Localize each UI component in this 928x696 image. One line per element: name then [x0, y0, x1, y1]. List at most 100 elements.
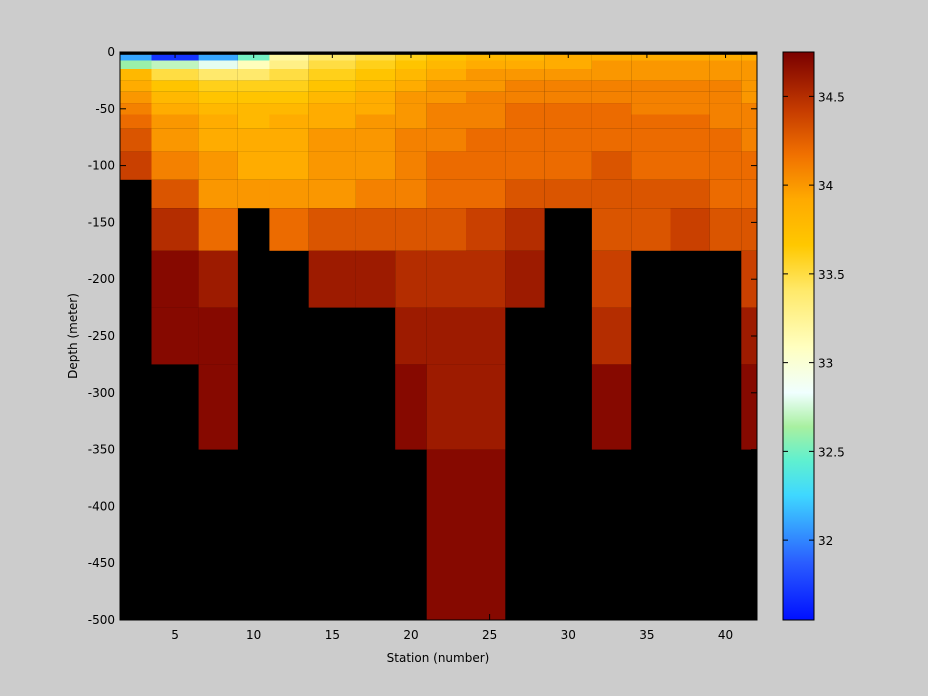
heatmap-cell — [238, 128, 270, 152]
heatmap-cell — [151, 80, 199, 92]
heatmap-cell — [709, 60, 742, 69]
heatmap-cell — [741, 54, 757, 61]
heatmap-cell — [395, 91, 427, 104]
heatmap-cell — [709, 114, 742, 129]
heatmap-cell — [238, 69, 270, 81]
heatmap-cell — [505, 151, 545, 180]
heatmap-cell — [466, 128, 506, 152]
heatmap-cell — [741, 151, 757, 180]
heatmap-cell — [709, 103, 742, 115]
heatmap-cell — [505, 250, 545, 308]
heatmap-cell — [709, 80, 742, 92]
heatmap-cell — [741, 114, 757, 129]
y-tick-label: -150 — [88, 215, 115, 229]
heatmap-cell — [591, 54, 632, 61]
heatmap-cell — [120, 80, 152, 92]
heatmap-cell — [151, 307, 199, 365]
heatmap-cell — [466, 103, 506, 115]
colorbar: 32 32.5 33 33.5 34 34.5 — [782, 51, 845, 621]
heatmap-cell — [355, 91, 396, 104]
x-tick-label: 35 — [639, 628, 654, 642]
heatmap-cell — [395, 364, 427, 450]
heatmap-cell — [741, 208, 757, 251]
heatmap-cell — [505, 69, 545, 81]
heatmap-cell — [198, 54, 238, 61]
y-tick-label: 0 — [107, 45, 115, 59]
y-tick-label: -400 — [88, 499, 115, 513]
heatmap-cell — [308, 69, 356, 81]
heatmap-cell — [544, 91, 592, 104]
heatmap-cell — [269, 114, 309, 129]
heatmap-cell — [466, 151, 506, 180]
heatmap-cell — [670, 91, 710, 104]
heatmap-cell — [631, 114, 671, 129]
heatmap-cell — [544, 80, 592, 92]
heatmap-cell — [198, 250, 238, 308]
heatmap-cell — [151, 91, 199, 104]
colorbar-gradient — [782, 51, 815, 621]
x-tick-label: 40 — [718, 628, 733, 642]
heatmap-cell — [395, 179, 427, 209]
heatmap-cell — [466, 208, 506, 251]
heatmap-cell — [269, 60, 309, 69]
heatmap-cell — [355, 103, 396, 115]
heatmap-cell — [670, 103, 710, 115]
heatmap-cell — [238, 114, 270, 129]
heatmap-cell — [308, 208, 356, 251]
heatmap-cells — [120, 54, 757, 620]
y-tick-label: -250 — [88, 329, 115, 343]
heatmap-cell — [198, 69, 238, 81]
heatmap-cell — [238, 80, 270, 92]
heatmap-cell — [308, 151, 356, 180]
heatmap-cell — [591, 250, 632, 308]
x-tick-label: 20 — [403, 628, 418, 642]
heatmap-cell — [670, 69, 710, 81]
heatmap-cell — [631, 69, 671, 81]
heatmap-cell — [198, 151, 238, 180]
heatmap-cell — [466, 449, 506, 620]
heatmap-cell — [466, 307, 506, 365]
heatmap-cell — [426, 69, 466, 81]
heatmap-cell — [670, 128, 710, 152]
heatmap-cell — [269, 54, 309, 61]
heatmap-cell — [198, 179, 238, 209]
heatmap-cell — [670, 179, 710, 209]
heatmap-cell — [426, 250, 466, 308]
heatmap-cell — [426, 364, 466, 450]
heatmap-cell — [395, 250, 427, 308]
plot-area: 5 10 15 20 25 30 35 40 0 -50 -100 -150 -200 -250 -300… — [88, 45, 758, 642]
heatmap-cell — [395, 103, 427, 115]
colorbar-tick-label: 34 — [818, 179, 833, 193]
heatmap-cell — [395, 307, 427, 365]
heatmap-cell — [426, 307, 466, 365]
heatmap-cell — [591, 60, 632, 69]
heatmap-cell — [631, 54, 671, 61]
heatmap-cell — [591, 208, 632, 251]
heatmap-cell — [395, 69, 427, 81]
heatmap-cell — [591, 103, 632, 115]
heatmap-cell — [670, 60, 710, 69]
heatmap-cell — [198, 91, 238, 104]
heatmap-cell — [269, 80, 309, 92]
heatmap-cell — [238, 60, 270, 69]
colorbar-tick-label: 32.5 — [818, 445, 845, 459]
heatmap-cell — [709, 91, 742, 104]
heatmap-cell — [426, 91, 466, 104]
heatmap-cell — [426, 60, 466, 69]
heatmap-cell — [238, 103, 270, 115]
heatmap-cell — [198, 103, 238, 115]
heatmap-cell — [269, 151, 309, 180]
heatmap-cell — [426, 114, 466, 129]
heatmap-cell — [269, 208, 309, 251]
heatmap-cell — [355, 179, 396, 209]
heatmap-cell — [591, 80, 632, 92]
heatmap-cell — [709, 208, 742, 251]
heatmap-cell — [395, 151, 427, 180]
heatmap-cell — [670, 208, 710, 251]
heatmap-cell — [151, 151, 199, 180]
heatmap-cell — [269, 91, 309, 104]
colorbar-tick-label: 33.5 — [818, 268, 845, 282]
heatmap-cell — [198, 208, 238, 251]
x-tick-label: 15 — [325, 628, 340, 642]
